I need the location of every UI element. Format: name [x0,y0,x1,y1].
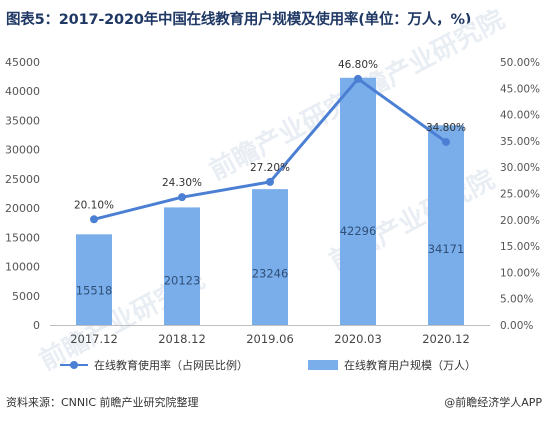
y-right-tick-label: 15.00% [500,241,540,253]
bar [252,189,288,325]
footer: 资料来源：CNNIC 前瞻产业研究院整理 @前瞻经济学人APP [6,394,550,412]
legend-line-swatch [60,361,88,369]
y-right-tick-label: 35.00% [500,136,540,148]
y-left-tick-label: 20000 [5,202,40,215]
x-tick-label: 2020.03 [334,332,382,346]
bar-data-label: 23246 [252,266,289,280]
y-right-tick-label: 25.00% [500,189,540,201]
y-left-tick-label: 30000 [5,144,40,157]
bar [340,77,376,325]
line-point [354,74,362,83]
bar-data-label: 34171 [428,242,465,256]
y-right-tick-label: 50.00% [500,57,540,69]
line-point [178,193,186,202]
bar-data-label: 20123 [164,273,201,287]
y-left-tick-label: 0 [33,319,40,332]
bar-data-label: 42296 [340,224,377,238]
legend: 在线教育使用率（占网民比例） 在线教育用户规模（万人） [60,357,540,375]
legend-bar-label: 在线教育用户规模（万人） [344,359,476,372]
brand-credit: @前瞻经济学人APP [444,396,542,409]
line-point [266,177,274,186]
line-data-label: 34.80% [426,122,466,134]
y-left-tick-label: 25000 [5,173,40,186]
x-tick-label: 2020.12 [422,332,470,346]
x-tick-label: 2017.12 [70,332,118,346]
bar-data-label: 15518 [76,284,113,298]
y-left-tick-label: 5000 [12,290,40,303]
line-point [90,215,98,224]
x-tick-label: 2019.06 [246,332,294,346]
bar [164,207,200,325]
source-note: 资料来源：CNNIC 前瞻产业研究院整理 [6,396,199,409]
y-right-tick-label: 10.00% [500,267,540,279]
line-point [442,137,450,146]
legend-line-label: 在线教育使用率（占网民比例） [94,359,248,372]
y-left-tick-label: 40000 [5,85,40,98]
x-tick-label: 2018.12 [158,332,206,346]
y-left-tick-label: 35000 [5,114,40,127]
y-right-tick-label: 0.00% [500,320,533,332]
legend-item-line[interactable]: 在线教育使用率（占网民比例） [60,357,248,373]
line-data-label: 24.30% [162,177,202,189]
y-left-tick-label: 45000 [5,56,40,69]
bar [76,234,112,325]
y-right-tick-label: 45.00% [500,83,540,95]
y-left-tick-label: 15000 [5,231,40,244]
y-left-tick-label: 10000 [5,261,40,274]
y-right-tick-label: 30.00% [500,162,540,174]
y-right-tick-label: 40.00% [500,110,540,122]
legend-bar-swatch [308,360,338,370]
y-right-tick-label: 20.00% [500,215,540,227]
chart-title: 图表5：2017-2020年中国在线教育用户规模及使用率(单位：万人，%) [6,12,472,28]
bar [428,125,464,325]
line-data-label: 27.20% [250,162,290,174]
line-data-label: 46.80% [338,59,378,71]
legend-item-bar[interactable]: 在线教育用户规模（万人） [308,357,476,373]
y-right-tick-label: 5.00% [500,294,533,306]
line-data-label: 20.10% [74,199,114,211]
